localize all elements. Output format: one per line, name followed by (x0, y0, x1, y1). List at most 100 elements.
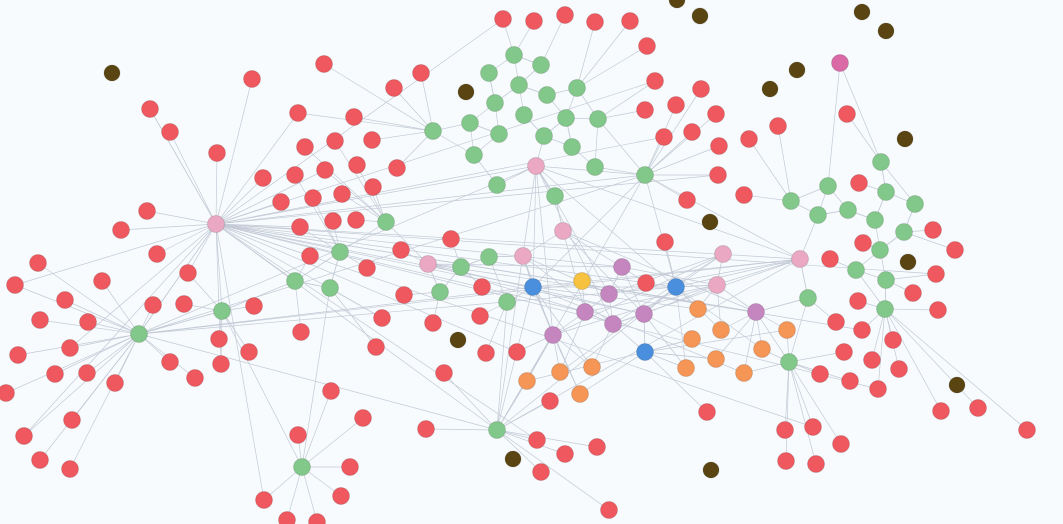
node-red[interactable] (769, 117, 787, 135)
node-red[interactable] (740, 130, 758, 148)
node-red[interactable] (9, 346, 27, 364)
node-green[interactable] (461, 114, 479, 132)
node-red[interactable] (850, 174, 868, 192)
node-red[interactable] (710, 137, 728, 155)
node-red[interactable] (347, 211, 365, 229)
node-orange[interactable] (712, 321, 730, 339)
node-red[interactable] (849, 292, 867, 310)
node-orange[interactable] (683, 330, 701, 348)
node-dark[interactable] (853, 3, 871, 21)
node-orange[interactable] (735, 364, 753, 382)
node-red[interactable] (927, 265, 945, 283)
node-green[interactable] (465, 146, 483, 164)
node-green[interactable] (510, 76, 528, 94)
node-dark[interactable] (701, 213, 719, 231)
node-green[interactable] (782, 192, 800, 210)
node-pink[interactable] (714, 245, 732, 263)
node-dark[interactable] (449, 331, 467, 349)
node-red[interactable] (254, 169, 272, 187)
node-red[interactable] (324, 212, 342, 230)
node-red[interactable] (175, 295, 193, 313)
node-green[interactable] (424, 122, 442, 140)
node-red[interactable] (363, 131, 381, 149)
node-red[interactable] (969, 399, 987, 417)
node-blue[interactable] (636, 343, 654, 361)
node-pink[interactable] (554, 222, 572, 240)
node-green[interactable] (535, 127, 553, 145)
node-green[interactable] (871, 241, 889, 259)
node-red[interactable] (525, 12, 543, 30)
node-green[interactable] (586, 158, 604, 176)
node-red[interactable] (838, 105, 856, 123)
node-red[interactable] (471, 307, 489, 325)
node-red[interactable] (655, 128, 673, 146)
node-orange[interactable] (677, 359, 695, 377)
node-red[interactable] (358, 259, 376, 277)
node-red[interactable] (373, 309, 391, 327)
node-purple[interactable] (635, 305, 653, 323)
node-green[interactable] (498, 293, 516, 311)
node-red[interactable] (412, 64, 430, 82)
node-orange[interactable] (551, 363, 569, 381)
node-green[interactable] (872, 153, 890, 171)
node-red[interactable] (853, 321, 871, 339)
node-red[interactable] (208, 144, 226, 162)
node-red[interactable] (821, 250, 839, 268)
node-dark[interactable] (761, 80, 779, 98)
node-red[interactable] (528, 431, 546, 449)
node-red[interactable] (6, 276, 24, 294)
node-green[interactable] (515, 106, 533, 124)
node-green[interactable] (486, 94, 504, 112)
node-red[interactable] (61, 339, 79, 357)
node-green[interactable] (377, 213, 395, 231)
node-pink[interactable] (207, 215, 225, 233)
node-red[interactable] (869, 380, 887, 398)
node-red[interactable] (832, 435, 850, 453)
node-red[interactable] (245, 297, 263, 315)
node-red[interactable] (586, 13, 604, 31)
node-purple[interactable] (747, 303, 765, 321)
node-red[interactable] (707, 105, 725, 123)
node-red[interactable] (308, 513, 326, 524)
node-red[interactable] (929, 301, 947, 319)
node-yellow[interactable] (573, 272, 591, 290)
node-green[interactable] (877, 183, 895, 201)
node-red[interactable] (315, 55, 333, 73)
node-red[interactable] (272, 193, 290, 211)
node-orange[interactable] (753, 340, 771, 358)
node-red[interactable] (646, 72, 664, 90)
node-blue[interactable] (524, 278, 542, 296)
node-red[interactable] (835, 343, 853, 361)
node-red[interactable] (31, 451, 49, 469)
node-dark[interactable] (702, 461, 720, 479)
node-green[interactable] (557, 109, 575, 127)
node-red[interactable] (56, 291, 74, 309)
node-red[interactable] (884, 331, 902, 349)
node-green[interactable] (213, 302, 231, 320)
node-red[interactable] (621, 12, 639, 30)
node-dark[interactable] (668, 0, 686, 9)
node-red[interactable] (93, 272, 111, 290)
node-green[interactable] (488, 176, 506, 194)
node-green[interactable] (877, 271, 895, 289)
node-orange[interactable] (571, 385, 589, 403)
node-red[interactable] (807, 455, 825, 473)
node-green[interactable] (866, 211, 884, 229)
node-red[interactable] (392, 241, 410, 259)
node-green[interactable] (563, 138, 581, 156)
node-dark[interactable] (504, 450, 522, 468)
node-green[interactable] (538, 86, 556, 104)
node-green[interactable] (505, 46, 523, 64)
node-red[interactable] (354, 409, 372, 427)
node-dark[interactable] (896, 130, 914, 148)
node-pink[interactable] (419, 255, 437, 273)
node-red[interactable] (332, 487, 350, 505)
node-purple[interactable] (544, 326, 562, 344)
node-red[interactable] (292, 323, 310, 341)
node-red[interactable] (286, 166, 304, 184)
node-red[interactable] (863, 351, 881, 369)
node-green[interactable] (906, 195, 924, 213)
node-pink[interactable] (791, 250, 809, 268)
